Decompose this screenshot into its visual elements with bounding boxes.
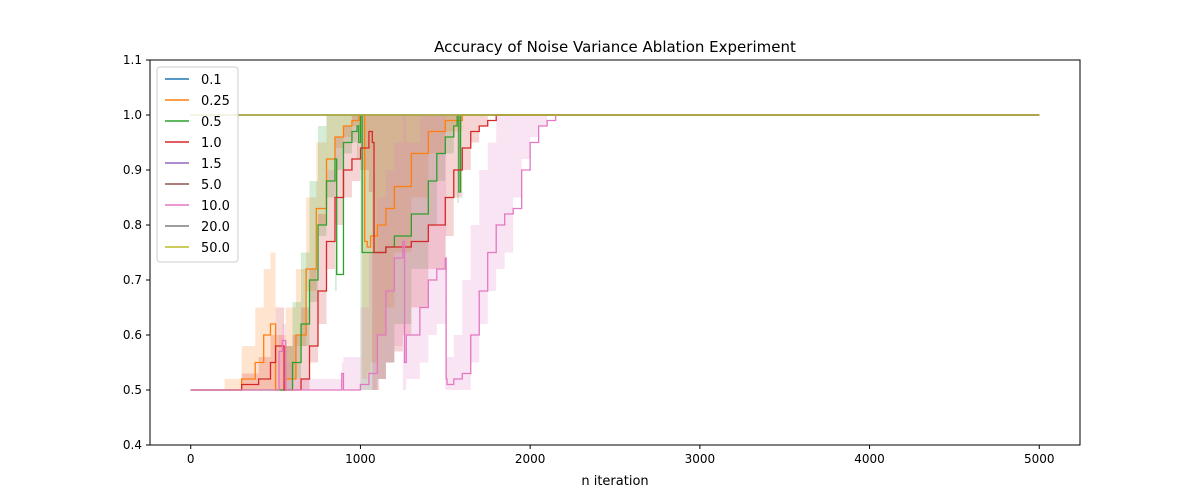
series-line-1.0 bbox=[190, 114, 1040, 391]
x-tick-label: 2000 bbox=[515, 452, 546, 466]
x-axis: 0 1000 2000 3000 4000 5000 bbox=[187, 445, 1055, 466]
y-axis: 0.4 0.5 0.6 0.7 0.8 0.9 1.0 1.1 bbox=[123, 53, 150, 452]
legend: 0.1 0.25 0.5 1.0 1.5 5.0 10.0 20.0 50.0 bbox=[156, 66, 239, 263]
legend-label: 0.1 bbox=[201, 73, 222, 88]
series-lines bbox=[190, 114, 1040, 391]
y-tick-label: 1.1 bbox=[123, 53, 142, 67]
series-line-0.25 bbox=[190, 114, 1040, 391]
legend-label: 20.0 bbox=[201, 220, 230, 235]
chart-title: Accuracy of Noise Variance Ablation Expe… bbox=[434, 38, 796, 56]
y-tick-label: 0.8 bbox=[123, 218, 142, 232]
confidence-band-0.5 bbox=[190, 115, 1040, 390]
confidence-band-0.25 bbox=[190, 115, 1040, 390]
x-tick-label: 1000 bbox=[345, 452, 376, 466]
legend-label: 10.0 bbox=[201, 199, 230, 214]
x-tick-label: 5000 bbox=[1024, 452, 1055, 466]
y-tick-label: 0.4 bbox=[123, 438, 142, 452]
legend-box bbox=[156, 66, 239, 263]
legend-label: 1.5 bbox=[201, 157, 222, 172]
x-axis-label: n iteration bbox=[581, 474, 648, 489]
plot-frame bbox=[149, 59, 1081, 446]
y-tick-label: 0.7 bbox=[123, 273, 142, 287]
confidence-bands bbox=[190, 115, 1040, 390]
x-tick-label: 4000 bbox=[854, 452, 885, 466]
confidence-band-10.0 bbox=[190, 115, 1040, 390]
x-tick-label: 3000 bbox=[685, 452, 716, 466]
y-tick-label: 0.5 bbox=[123, 383, 142, 397]
confidence-band-1.0 bbox=[190, 115, 1040, 390]
legend-label: 0.25 bbox=[201, 94, 230, 109]
y-tick-label: 0.6 bbox=[123, 328, 142, 342]
legend-label: 5.0 bbox=[201, 178, 222, 193]
x-tick-label: 0 bbox=[187, 452, 195, 466]
legend-label: 0.5 bbox=[201, 115, 222, 130]
y-tick-label: 1.0 bbox=[123, 108, 142, 122]
y-tick-label: 0.9 bbox=[123, 163, 142, 177]
series-line-0.5 bbox=[190, 114, 1040, 391]
legend-label: 1.0 bbox=[201, 136, 222, 151]
series-line-10.0 bbox=[190, 114, 1040, 391]
legend-label: 50.0 bbox=[201, 241, 230, 256]
